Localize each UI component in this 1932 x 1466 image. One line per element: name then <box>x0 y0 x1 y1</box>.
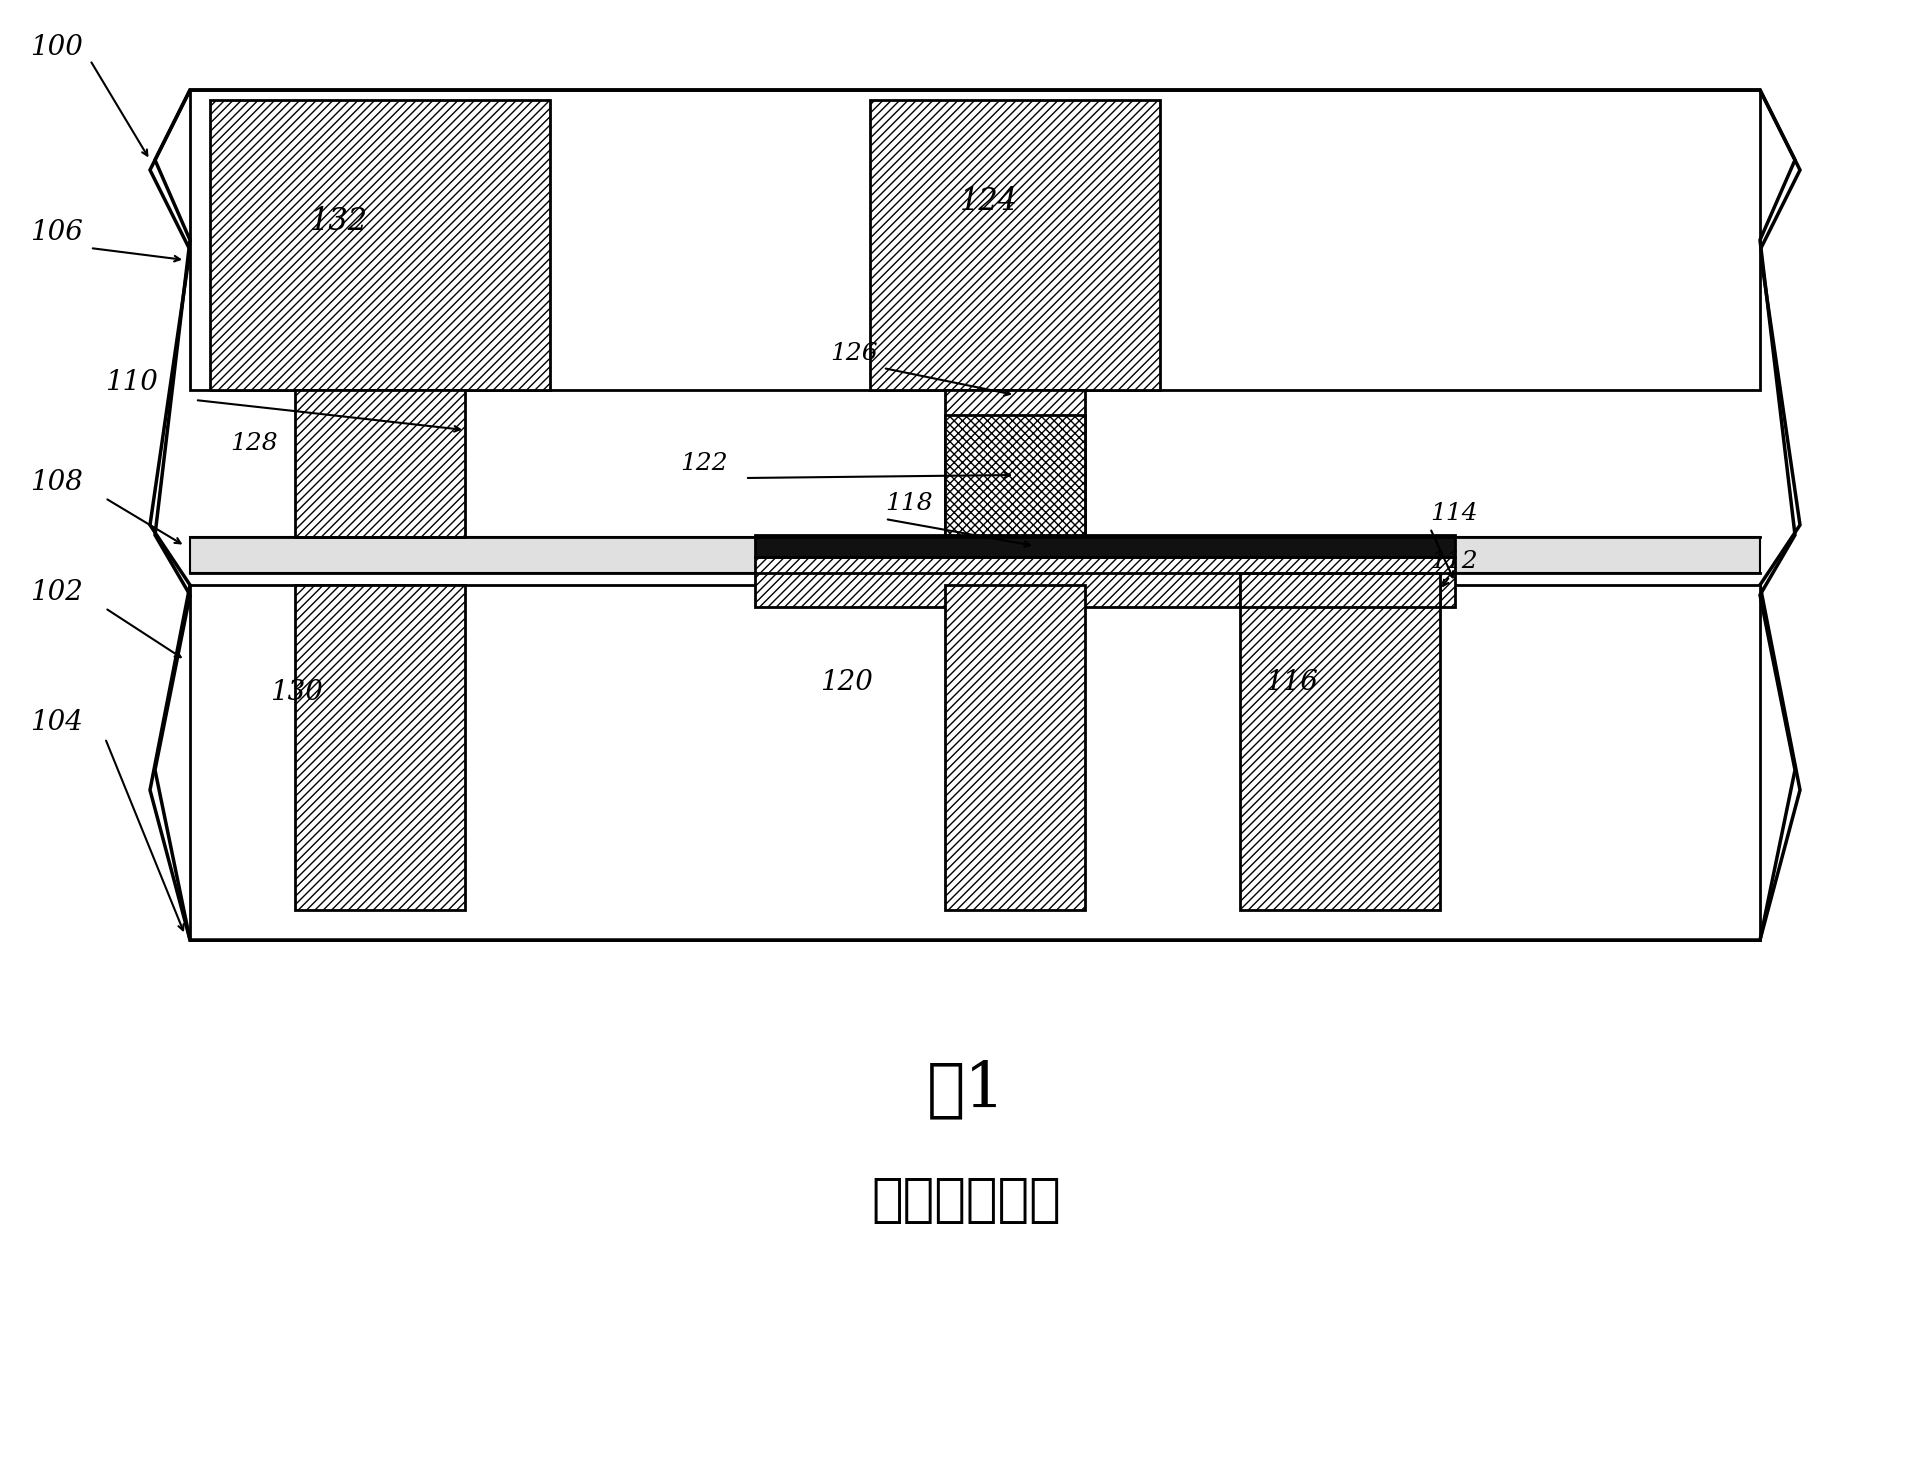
Text: 126: 126 <box>831 342 877 365</box>
FancyBboxPatch shape <box>869 100 1159 390</box>
FancyBboxPatch shape <box>945 415 1086 535</box>
FancyBboxPatch shape <box>189 585 1760 940</box>
Text: 116: 116 <box>1265 668 1318 696</box>
Text: 124: 124 <box>960 186 1018 217</box>
Text: 104: 104 <box>31 710 83 736</box>
FancyBboxPatch shape <box>296 390 466 537</box>
Text: 122: 122 <box>680 452 728 475</box>
Text: 108: 108 <box>31 469 83 496</box>
Text: 106: 106 <box>31 218 83 246</box>
Polygon shape <box>151 89 1801 940</box>
FancyBboxPatch shape <box>1240 585 1439 910</box>
Text: 110: 110 <box>104 369 158 396</box>
Text: 114: 114 <box>1430 501 1478 525</box>
FancyBboxPatch shape <box>755 557 1455 607</box>
FancyBboxPatch shape <box>945 585 1086 910</box>
FancyBboxPatch shape <box>945 390 1086 535</box>
FancyBboxPatch shape <box>1240 573 1439 607</box>
Text: 图1: 图1 <box>927 1060 1005 1120</box>
FancyBboxPatch shape <box>755 535 1455 557</box>
Text: 128: 128 <box>230 432 278 454</box>
Text: 100: 100 <box>31 34 83 62</box>
Text: 102: 102 <box>31 579 83 605</box>
FancyBboxPatch shape <box>189 537 1760 573</box>
Text: 120: 120 <box>819 668 873 696</box>
Text: （现有技术）: （现有技术） <box>871 1174 1061 1226</box>
Text: 118: 118 <box>885 493 933 515</box>
Text: 112: 112 <box>1430 550 1478 573</box>
Text: 130: 130 <box>270 679 323 707</box>
FancyBboxPatch shape <box>211 100 551 390</box>
FancyBboxPatch shape <box>296 585 466 910</box>
Text: 132: 132 <box>309 207 369 237</box>
FancyBboxPatch shape <box>189 89 1760 390</box>
